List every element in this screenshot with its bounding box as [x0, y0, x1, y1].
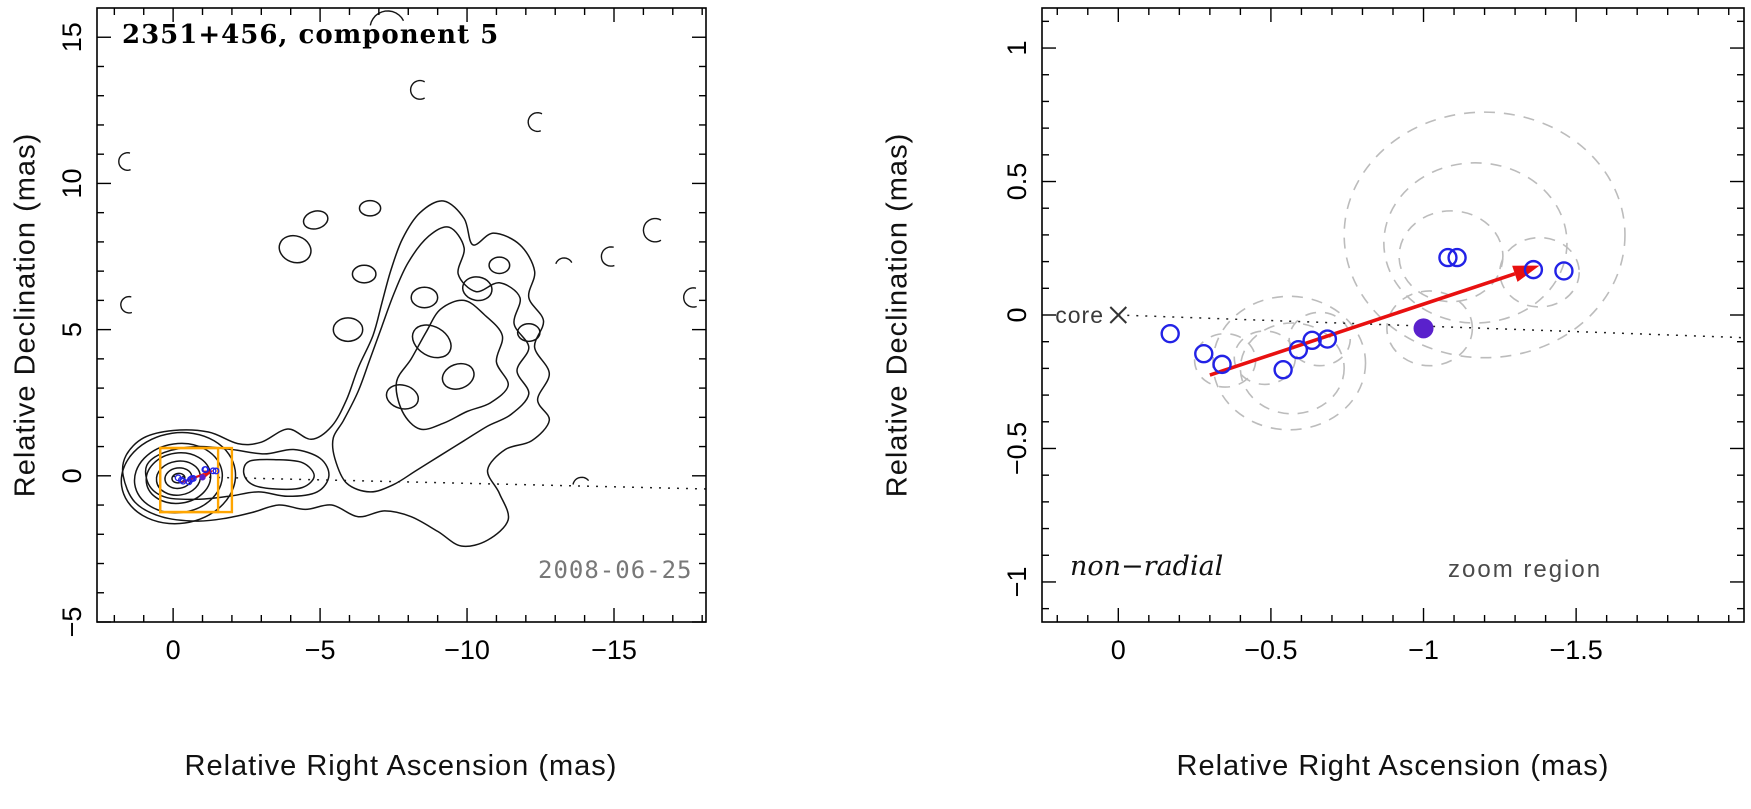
left-x-axis-label: Relative Right Ascension (mas) — [184, 750, 618, 782]
component-position-mini — [212, 467, 220, 475]
x-tick-label: −0.5 — [1244, 635, 1297, 665]
component-position — [1554, 261, 1574, 281]
model-beam-dashed-circle — [1386, 290, 1474, 367]
left-panel-content — [118, 10, 706, 548]
contour-path — [121, 200, 551, 548]
noise-contour-arc — [120, 295, 133, 314]
contour-ellipse — [411, 324, 452, 359]
model-beam-dashed-circle — [1398, 210, 1504, 303]
component-position — [1273, 360, 1293, 380]
noise-contour-arc — [682, 287, 697, 308]
contour-ellipse — [302, 210, 329, 230]
x-tick-label: −1.5 — [1549, 635, 1602, 665]
zoom-box — [158, 446, 234, 514]
x-tick-label: 0 — [166, 635, 181, 665]
y-tick-label: 10 — [57, 168, 87, 198]
noise-contour-arc — [409, 79, 425, 100]
component-current-position — [1413, 318, 1434, 339]
y-tick-label: 15 — [57, 22, 87, 52]
component-position-mini — [189, 474, 197, 482]
non-radial-annotation: non−radial — [1070, 551, 1224, 582]
x-tick-label: 0 — [1111, 635, 1126, 665]
y-tick-label: −0.5 — [1002, 422, 1032, 475]
contour-path — [144, 445, 330, 501]
noise-contour-arc — [527, 111, 543, 133]
right-y-axis-label: Relative Declination (mas) — [881, 132, 914, 498]
right-panel: 0 −0.5 −1 −1.5 −1 −0.5 0 0.5 1 — [1002, 7, 1745, 665]
component-position-mini — [209, 467, 217, 475]
contour-ellipse — [332, 317, 364, 343]
contour-path — [331, 226, 530, 493]
contour-path — [242, 458, 315, 491]
y-tick-label: 0 — [1002, 307, 1032, 322]
component-current-position-mini — [199, 474, 206, 481]
component-position — [1438, 247, 1458, 268]
component-position-mini — [202, 466, 210, 473]
x-tick-label: −10 — [444, 635, 490, 665]
velocity-arrow — [1209, 272, 1516, 377]
contour-ellipse — [351, 264, 377, 284]
jet-axis-dotted-line — [173, 475, 706, 490]
y-tick-label: −5 — [57, 607, 87, 638]
contour-ellipse — [516, 323, 541, 343]
left-panel-axes-box — [96, 7, 707, 623]
contour-ellipse — [441, 362, 475, 390]
panel-title: 2351+456, component 5 — [122, 20, 500, 50]
core-x-marker — [1109, 306, 1128, 324]
core-label: core — [1055, 302, 1104, 328]
zoom-region-annotation: zoom region — [1448, 556, 1603, 583]
model-beam-dashed-circle — [1343, 111, 1626, 359]
right-panel-content — [1109, 111, 1744, 431]
contour-ellipse — [171, 472, 186, 484]
noise-contour-arc — [369, 10, 405, 26]
contour-ellipse — [133, 442, 224, 514]
component-position — [1523, 259, 1544, 280]
contour-ellipse — [488, 256, 511, 275]
left-panel: 0 −5 −10 −15 −5 0 5 10 15 — [57, 7, 707, 665]
epoch-date-label: 2008-06-25 — [538, 556, 693, 584]
noise-contour-arc — [118, 151, 131, 172]
contour-ellipse — [410, 286, 439, 309]
noise-contour-arc — [572, 476, 590, 485]
component-position — [1160, 323, 1180, 344]
y-tick-label: 0.5 — [1002, 163, 1032, 201]
noise-contour-arc — [555, 257, 573, 265]
y-tick-label: −1 — [1002, 567, 1032, 598]
right-x-axis-label: Relative Right Ascension (mas) — [1176, 750, 1610, 782]
contour-ellipse — [461, 276, 493, 302]
contour-ellipse — [120, 431, 237, 525]
y-tick-label: 0 — [57, 468, 87, 483]
component-position — [1447, 247, 1467, 268]
component-position — [1194, 344, 1214, 364]
component-position — [1302, 330, 1322, 351]
component-position — [1288, 340, 1309, 360]
noise-contour-arc — [600, 246, 615, 267]
contour-ellipse — [358, 199, 382, 217]
component-position — [1317, 329, 1338, 349]
left-y-axis-label: Relative Declination (mas) — [9, 132, 42, 498]
x-tick-label: −5 — [305, 635, 336, 665]
contour-ellipse — [278, 234, 312, 264]
model-beam-dashed-circle — [1383, 162, 1568, 324]
contour-ellipse — [385, 384, 420, 410]
y-tick-label: 1 — [1002, 41, 1032, 56]
model-beam-dashed-circle — [1288, 311, 1352, 367]
model-beam-dashed-circle — [1499, 236, 1580, 308]
component-position — [1212, 354, 1232, 375]
y-tick-label: 5 — [57, 322, 87, 337]
x-tick-label: −1 — [1408, 635, 1439, 665]
model-beam-dashed-circle — [1239, 322, 1345, 415]
noise-contour-arc — [642, 217, 662, 243]
contour-ellipse — [145, 452, 212, 505]
x-tick-label: −15 — [591, 635, 637, 665]
